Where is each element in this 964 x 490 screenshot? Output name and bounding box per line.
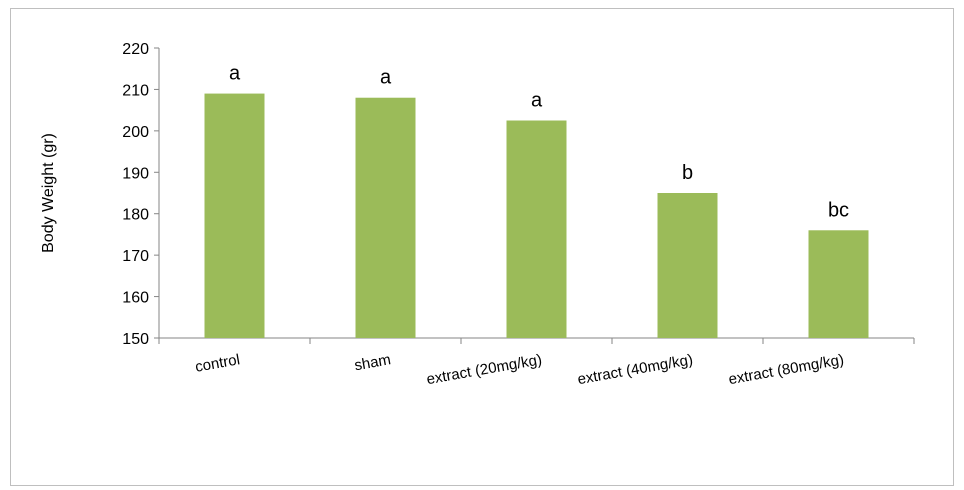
bar-data-label: b (682, 162, 693, 184)
bars (204, 93, 869, 338)
bar-data-label: a (229, 63, 241, 85)
y-tick-label: 180 (122, 207, 149, 224)
x-tick-label: sham (353, 351, 392, 374)
y-tick-label: 160 (122, 290, 149, 307)
bar (808, 230, 869, 338)
bar-data-label: a (380, 67, 392, 89)
chart-frame (10, 8, 954, 486)
y-tick-label: 220 (122, 41, 149, 58)
bar (355, 97, 416, 338)
bar-data-label: a (531, 90, 543, 112)
bar (657, 193, 718, 338)
bar (506, 120, 567, 338)
x-tick-label: extract (80mg/kg) (727, 351, 845, 388)
y-tick-label: 170 (122, 248, 149, 265)
bar-labels: a a a b bc (229, 63, 849, 222)
x-axis: control sham extract (20mg/kg) extract (40m… (158, 337, 915, 388)
bar (204, 93, 265, 338)
x-tick-label: extract (40mg/kg) (576, 351, 694, 388)
x-tick-label: control (194, 351, 241, 376)
y-tick-label: 210 (122, 82, 149, 99)
x-tick-label: extract (20mg/kg) (425, 351, 543, 388)
y-axis: 150 160 170 180 190 200 210 220 (122, 41, 160, 348)
y-tick-label: 200 (122, 124, 149, 141)
bar-data-label: bc (828, 199, 849, 221)
y-tick-label: 190 (122, 165, 149, 182)
y-tick-label: 150 (122, 331, 149, 348)
y-axis-title: Body Weight (gr) (40, 133, 57, 253)
